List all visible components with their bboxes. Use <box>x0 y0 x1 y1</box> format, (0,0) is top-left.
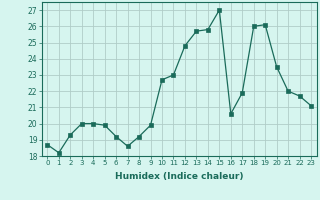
X-axis label: Humidex (Indice chaleur): Humidex (Indice chaleur) <box>115 172 244 181</box>
